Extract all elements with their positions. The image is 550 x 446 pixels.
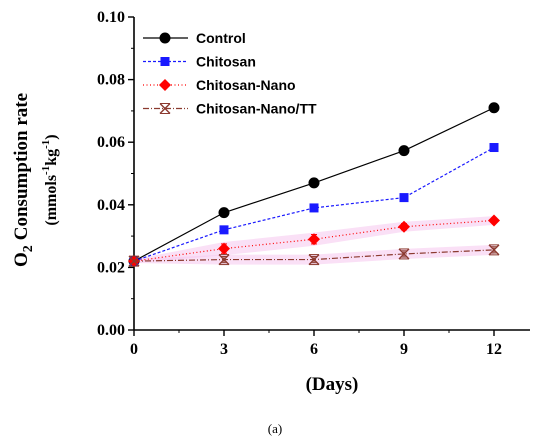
y-tick-label: 0.04 [97, 197, 125, 214]
y-axis-subscript: 2 [21, 245, 36, 252]
data-point-diamond [218, 242, 230, 255]
y-unit-part: ) [43, 134, 60, 139]
data-point-square [309, 203, 319, 213]
legend-label: Chitosan-Nano/TT [196, 101, 317, 117]
data-point-diamond [159, 79, 171, 91]
y-axis-title-line1: O2 Consumption rate [11, 93, 36, 267]
y-tick-label: 0.02 [97, 259, 125, 276]
x-tick-label: 9 [400, 341, 408, 358]
y-tick-label: 0.00 [97, 322, 125, 339]
x-mark-stroke [308, 254, 320, 266]
data-point-x [128, 255, 140, 267]
y-axis-title: O2 Consumption rate [11, 93, 36, 267]
data-point-square [399, 193, 409, 203]
data-point-x [308, 254, 320, 266]
axis-labels: (Days)O2Consumption rate (mmols-1kg-1)(a) [11, 93, 358, 436]
x-tick-label: 12 [486, 341, 502, 358]
data-point-circle [218, 207, 230, 219]
data-point-x [218, 254, 230, 266]
axes: 0.00 0.02 0.04 0.06 0.08 0.10 0 3 6 9 12 [97, 9, 530, 358]
y-axis-unit-text: (mmols-1kg-1) [40, 134, 60, 225]
x-tick-label: 6 [310, 341, 318, 358]
x-axis-title: (Days) [306, 374, 359, 395]
data-point-circle [308, 177, 320, 189]
legend-label: Chitosan [196, 54, 256, 70]
x-mark-stroke [128, 255, 140, 267]
y-tick-label: 0.06 [97, 134, 125, 151]
y-unit-superscript: -1 [40, 166, 52, 175]
y-axis-unit: (mmols-1kg-1) [40, 134, 60, 225]
data-point-diamond [488, 214, 500, 227]
x-mark-stroke [218, 254, 230, 266]
x-mark-stroke [398, 248, 410, 260]
data-point-diamond [308, 233, 320, 246]
data-point-diamond [398, 220, 410, 233]
data-point-circle [398, 145, 410, 157]
data-point-x [488, 244, 500, 256]
y-axis-main: Consumption rate [11, 93, 32, 240]
figure-caption: (a) [268, 421, 282, 436]
y-tick-label: 0.08 [97, 72, 125, 89]
legend: Control Chitosan Chitosan-Nano Chitosan-Nan… [143, 30, 317, 117]
legend-label: Control [196, 30, 246, 46]
data-point-circle [159, 32, 171, 44]
legend-label: Chitosan-Nano [196, 77, 296, 93]
y-unit-part: kg [43, 149, 60, 166]
series-layer [128, 102, 500, 268]
x-mark-stroke [159, 103, 171, 114]
y-unit-superscript: -1 [40, 140, 52, 149]
x-tick-label: 0 [130, 341, 138, 358]
data-point-circle [488, 102, 500, 114]
data-point-x [159, 103, 171, 114]
data-point-square [489, 143, 499, 153]
data-point-square [219, 225, 229, 235]
x-mark-stroke [488, 244, 500, 256]
y-unit-part: (mmols [43, 175, 60, 226]
data-point-x [398, 248, 410, 260]
x-tick-label: 3 [220, 341, 228, 358]
y-tick-label: 0.10 [97, 9, 125, 26]
y-axis-prefix: O [11, 252, 32, 267]
data-point-square [160, 57, 170, 66]
